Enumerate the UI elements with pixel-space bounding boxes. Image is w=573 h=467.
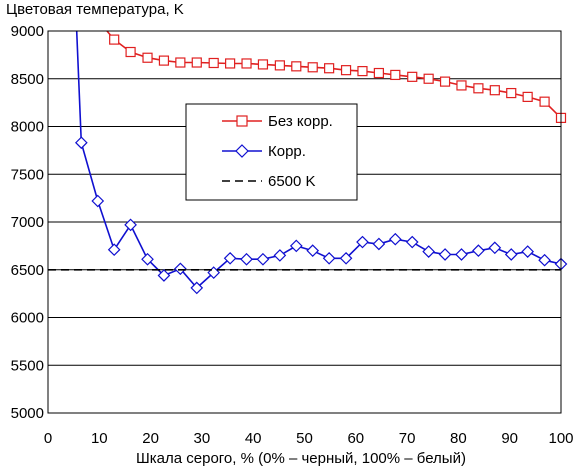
data-point-diamond — [472, 244, 485, 257]
legend-marker-square — [236, 115, 248, 127]
x-tick-label: 70 — [399, 430, 416, 447]
data-point-diamond — [372, 237, 386, 251]
data-point-diamond — [141, 252, 154, 266]
data-point-diamond — [74, 136, 88, 150]
data-point-diamond — [223, 251, 237, 265]
data-point-square — [208, 57, 219, 69]
data-point-square — [125, 46, 136, 58]
data-point-diamond — [289, 239, 303, 253]
x-tick-label: 30 — [194, 430, 211, 447]
data-point-square — [241, 58, 252, 69]
data-point-square — [489, 85, 500, 96]
data-point-diamond — [488, 241, 502, 255]
data-point-diamond — [174, 262, 187, 276]
data-point-square — [142, 52, 153, 63]
data-point-diamond — [438, 248, 452, 261]
x-tick-labels: 0 10 20 30 40 50 60 70 80 90 100 — [44, 430, 573, 447]
data-point-diamond — [405, 235, 419, 249]
plot-area — [48, 30, 568, 295]
x-tick-label: 90 — [501, 430, 518, 447]
data-point-diamond — [240, 252, 253, 266]
y-tick-label: 6000 — [11, 310, 44, 327]
y-tick-label: 8000 — [11, 119, 44, 136]
data-point-diamond — [538, 253, 551, 267]
y-tick-label: 9000 — [11, 23, 44, 40]
data-point-diamond — [256, 252, 270, 266]
data-point-diamond — [322, 251, 336, 265]
legend-label-series-3: 6500 K — [268, 173, 316, 190]
data-point-square — [158, 55, 170, 66]
x-tick-label: 60 — [347, 430, 364, 447]
x-axis-title: Шкала серого, % (0% – черный, 100% – бел… — [136, 450, 466, 467]
x-tick-label: 40 — [245, 430, 262, 447]
plot-frame — [47, 30, 562, 414]
data-point-square — [456, 80, 467, 91]
y-tick-label: 5500 — [11, 357, 44, 374]
x-tick-label: 0 — [44, 430, 52, 447]
data-point-square — [175, 57, 186, 68]
data-point-square — [307, 62, 318, 73]
data-point-diamond — [91, 194, 105, 208]
data-point-diamond — [388, 232, 402, 246]
data-point-square — [191, 57, 202, 68]
data-point-diamond — [107, 243, 121, 257]
data-point-square — [373, 67, 384, 79]
data-point-diamond — [455, 248, 468, 261]
data-point-diamond — [306, 244, 320, 257]
legend-marker-diamond — [235, 144, 249, 158]
x-tick-label: 20 — [142, 430, 159, 447]
data-point-square — [257, 59, 269, 70]
data-point-square — [340, 65, 352, 76]
legend: Без корр. Корр. 6500 K — [185, 103, 358, 201]
data-point-square — [439, 76, 451, 87]
data-point-diamond — [273, 249, 287, 262]
legend-label-series-2: Корр. — [268, 143, 306, 160]
data-point-square — [109, 34, 120, 45]
data-point-diamond — [521, 245, 535, 258]
data-point-square — [473, 83, 484, 94]
data-point-square — [506, 87, 517, 99]
data-point-square — [357, 66, 368, 77]
legend-label-series-1: Без корр. — [268, 113, 333, 130]
legend-box — [185, 103, 358, 201]
data-point-square — [324, 63, 335, 74]
data-point-diamond — [190, 281, 204, 295]
x-tick-label: 50 — [296, 430, 313, 447]
data-point-square — [225, 58, 236, 69]
data-point-diamond — [356, 235, 369, 249]
data-point-square — [423, 73, 434, 84]
y-tick-label: 7000 — [11, 214, 44, 231]
data-point-square — [407, 71, 418, 82]
y-tick-label: 8500 — [11, 71, 44, 88]
y-tick-label: 6500 — [11, 262, 44, 279]
data-point-square — [291, 61, 302, 72]
y-tick-label: 5000 — [11, 405, 44, 422]
x-tick-label: 10 — [91, 430, 108, 447]
data-point-square — [390, 69, 401, 81]
x-tick-label: 80 — [450, 430, 467, 447]
data-point-diamond — [157, 269, 171, 282]
y-tick-label: 7500 — [11, 166, 44, 183]
data-point-diamond — [339, 251, 353, 265]
data-point-diamond — [124, 218, 137, 232]
y-axis-title: Цветовая температура, K — [6, 1, 184, 18]
data-point-square — [539, 96, 550, 107]
data-point-square — [274, 60, 285, 71]
data-point-square — [522, 91, 533, 102]
x-tick-label: 100 — [548, 430, 573, 447]
y-tick-labels: 5000 5500 6000 6500 7000 7500 8000 8500 9000 — [11, 23, 44, 422]
data-point-diamond — [422, 245, 435, 258]
data-point-diamond — [504, 248, 518, 261]
